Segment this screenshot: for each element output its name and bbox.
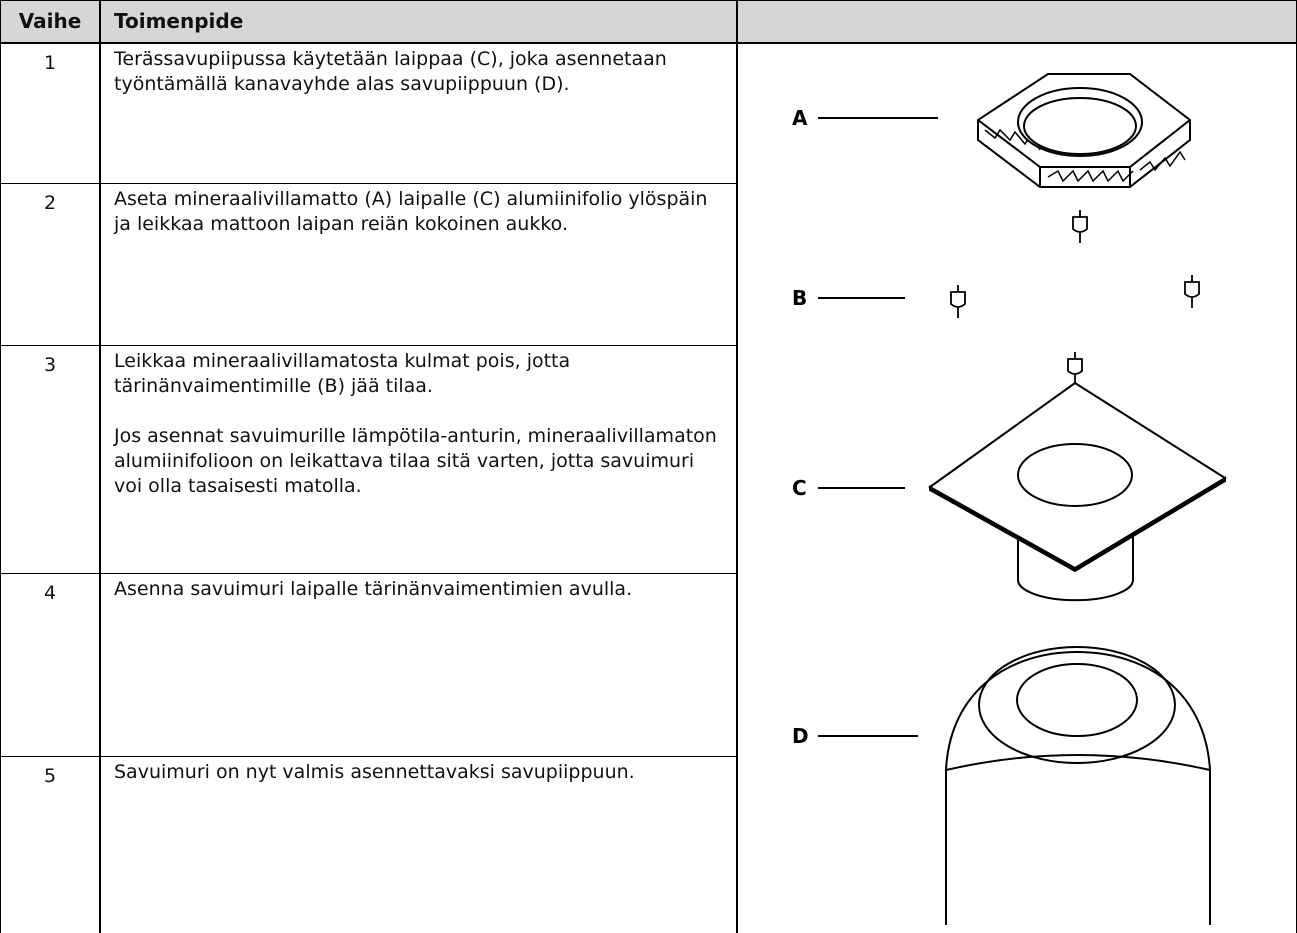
flange-c [928, 381, 1227, 602]
step-number: 3 [43, 354, 57, 376]
paragraph: Terässavupiipussa käytetään laippaa (C),… [114, 48, 667, 95]
step-text: Aseta mineraalivillamatto (A) laipalle (… [100, 183, 737, 345]
mat-a [977, 73, 1191, 188]
step-number: 1 [43, 52, 57, 74]
label-lines [818, 117, 938, 737]
chimney-d [945, 646, 1211, 925]
border [0, 42, 1297, 44]
step-text: Terässavupiipussa käytetään laippaa (C),… [100, 43, 737, 183]
header-cell: Vaihe [0, 0, 100, 43]
label: C [792, 476, 807, 500]
paragraph: Asenna savuimuri laipalle tärinänvaiment… [114, 578, 633, 600]
step-number: 5 [43, 765, 57, 787]
label: A [792, 106, 808, 130]
header-cell: Toimenpide [100, 0, 737, 43]
paragraph: Aseta mineraalivillamatto (A) laipalle (… [114, 188, 708, 235]
border [0, 573, 737, 574]
step-text: Savuimuri on nyt valmis asennettavaksi s… [100, 756, 737, 933]
step-number: 4 [43, 582, 57, 604]
step-text: Asenna savuimuri laipalle tärinänvaiment… [100, 573, 737, 756]
border [0, 0, 1, 933]
label: B [792, 286, 807, 310]
label: D [792, 724, 809, 748]
step-number: 2 [43, 192, 57, 214]
dampers-b [950, 210, 1200, 385]
header-cell [737, 0, 1297, 43]
border [0, 0, 1297, 1]
paragraph: Leikkaa mineraalivillamatosta kulmat poi… [114, 350, 571, 397]
paragraph: Savuimuri on nyt valmis asennettavaksi s… [114, 761, 635, 783]
step-text: Leikkaa mineraalivillamatosta kulmat poi… [100, 345, 737, 573]
border [0, 183, 737, 184]
border [0, 345, 737, 346]
paragraph: Jos asennat savuimurille lämpötila-antur… [114, 425, 717, 497]
border [736, 0, 738, 933]
border [0, 756, 737, 757]
border [99, 0, 101, 933]
